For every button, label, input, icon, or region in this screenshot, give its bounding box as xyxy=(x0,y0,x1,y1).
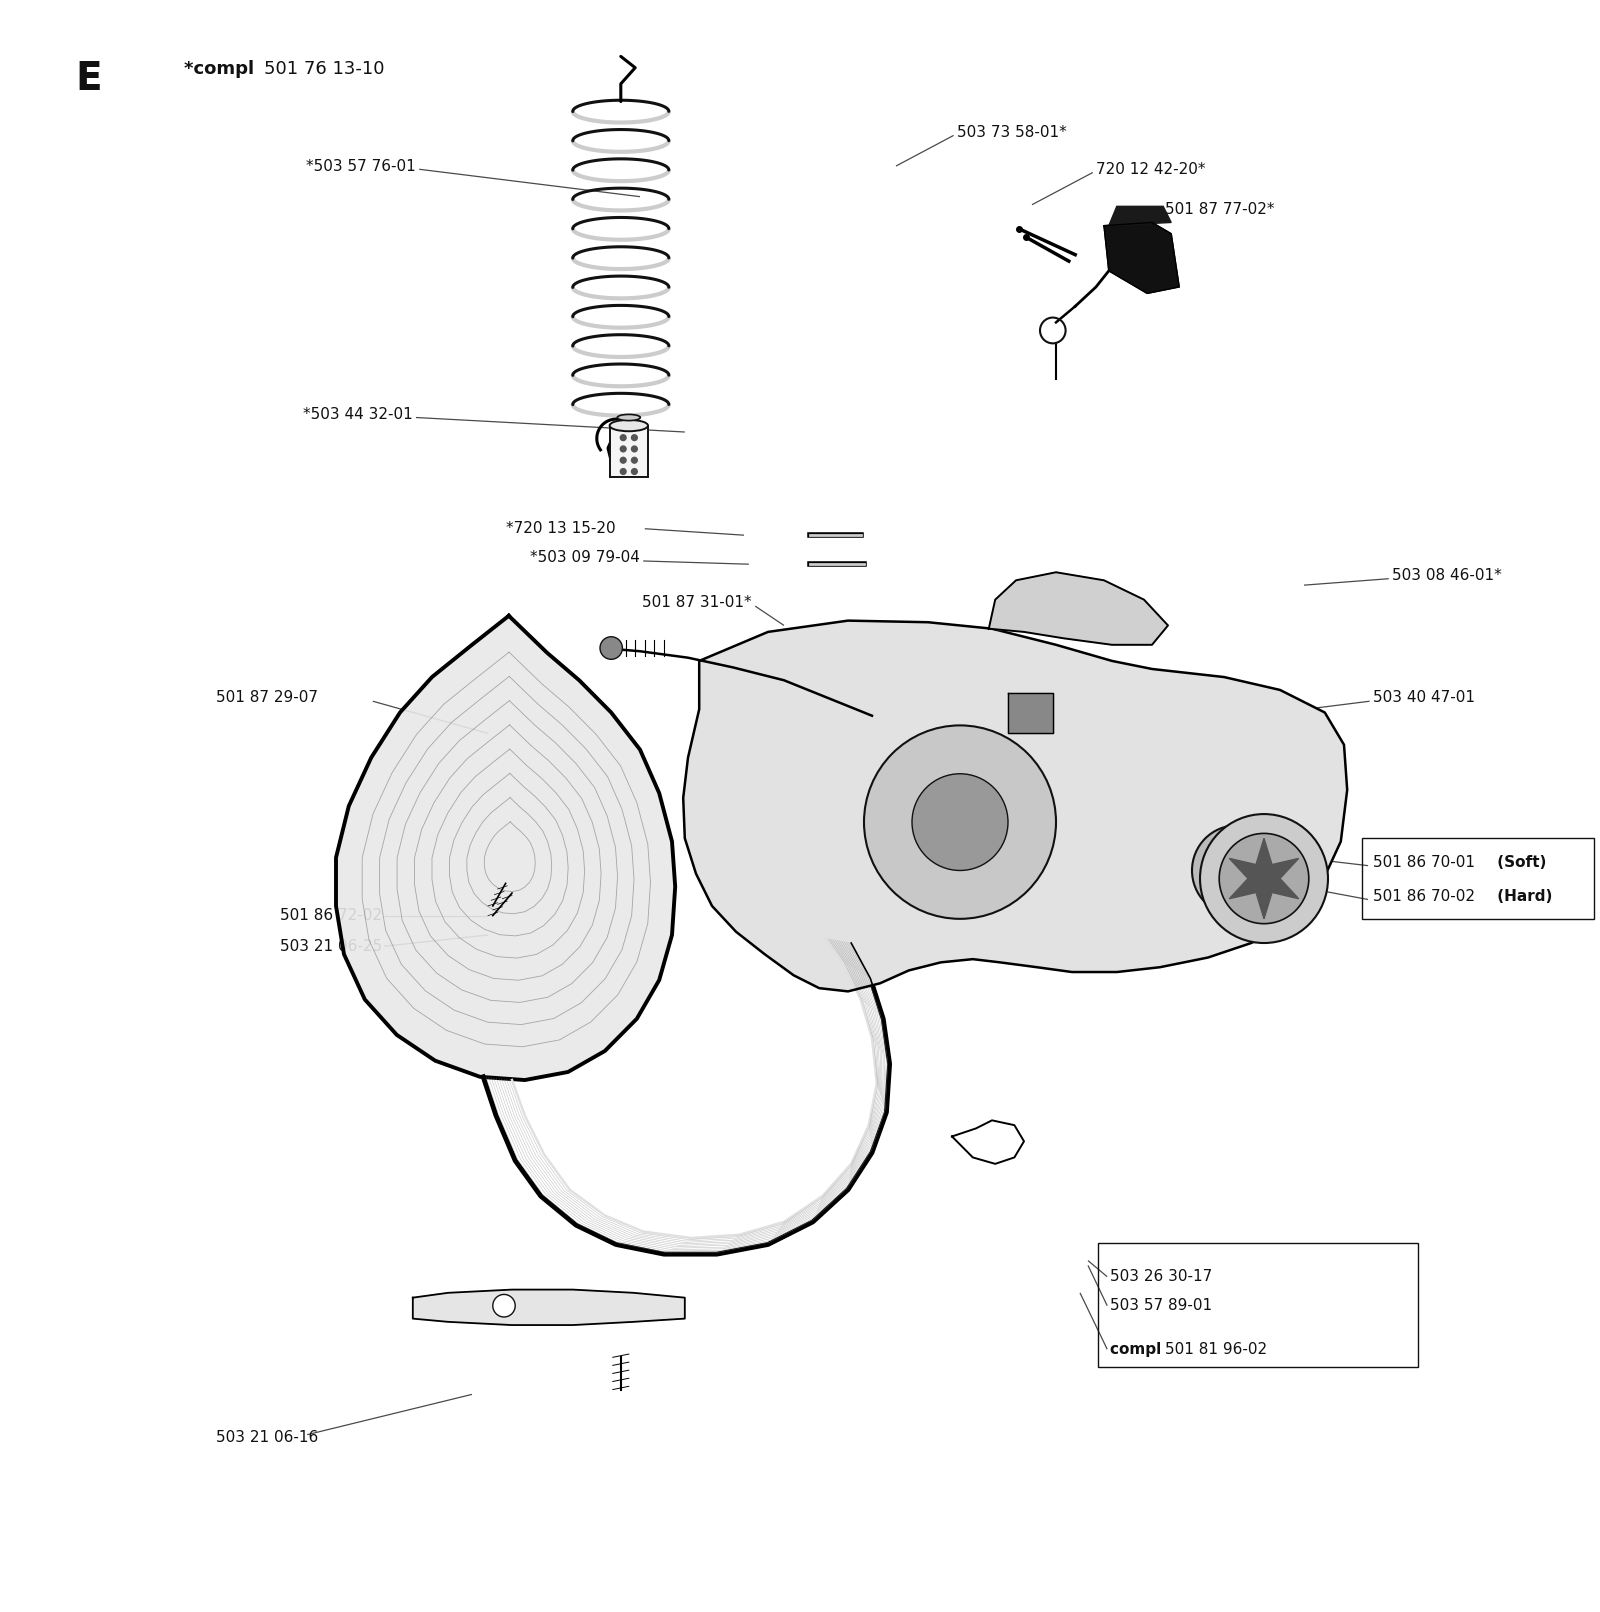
Bar xyxy=(610,426,648,477)
Text: compl: compl xyxy=(1110,1341,1166,1357)
Text: *503 44 32-01: *503 44 32-01 xyxy=(302,406,413,422)
Text: 501 87 31-01*: 501 87 31-01* xyxy=(642,595,752,611)
Text: 503 21 06-16: 503 21 06-16 xyxy=(216,1430,318,1446)
Circle shape xyxy=(1219,833,1309,924)
Circle shape xyxy=(632,458,637,463)
Text: *720 13 15-20: *720 13 15-20 xyxy=(506,521,616,537)
Polygon shape xyxy=(989,572,1168,645)
Text: E: E xyxy=(75,60,102,98)
Bar xyxy=(1362,838,1594,919)
Text: 503 73 58-01*: 503 73 58-01* xyxy=(957,124,1067,140)
Text: 503 08 46-01*: 503 08 46-01* xyxy=(1392,567,1502,584)
Circle shape xyxy=(632,469,637,474)
Polygon shape xyxy=(1008,693,1053,733)
Text: 501 81 96-02: 501 81 96-02 xyxy=(1165,1341,1267,1357)
Circle shape xyxy=(621,458,626,463)
Text: 501 87 77-02*: 501 87 77-02* xyxy=(1165,202,1274,218)
Text: 503 21 06-25: 503 21 06-25 xyxy=(280,938,382,954)
Polygon shape xyxy=(1229,838,1299,919)
Text: 503 57 89-01: 503 57 89-01 xyxy=(1110,1298,1213,1314)
Text: *compl: *compl xyxy=(184,60,261,77)
Text: (Soft): (Soft) xyxy=(1491,854,1546,870)
Circle shape xyxy=(600,637,622,659)
Ellipse shape xyxy=(618,414,640,421)
Circle shape xyxy=(1192,825,1282,916)
Polygon shape xyxy=(1104,222,1179,293)
Circle shape xyxy=(621,447,626,451)
Polygon shape xyxy=(683,621,1347,991)
Bar xyxy=(1098,1243,1418,1367)
Circle shape xyxy=(1200,814,1328,943)
Text: *503 09 79-04: *503 09 79-04 xyxy=(530,550,640,566)
Polygon shape xyxy=(413,1290,685,1325)
Text: 720 12 42-20*: 720 12 42-20* xyxy=(1096,161,1205,177)
Circle shape xyxy=(621,435,626,440)
Text: (Hard): (Hard) xyxy=(1491,888,1552,904)
Text: *503 57 76-01: *503 57 76-01 xyxy=(306,158,416,174)
Polygon shape xyxy=(336,616,675,1080)
Circle shape xyxy=(864,725,1056,919)
Circle shape xyxy=(632,435,637,440)
Ellipse shape xyxy=(610,419,648,432)
Text: 501 76 13-10: 501 76 13-10 xyxy=(264,60,384,77)
Polygon shape xyxy=(1109,206,1171,226)
Text: 501 86 70-02: 501 86 70-02 xyxy=(1373,888,1475,904)
Text: 503 40 47-01: 503 40 47-01 xyxy=(1373,690,1475,706)
Circle shape xyxy=(632,447,637,451)
Circle shape xyxy=(493,1294,515,1317)
Text: *: * xyxy=(877,706,885,722)
Circle shape xyxy=(621,469,626,474)
Text: 501 86 72-02: 501 86 72-02 xyxy=(280,908,382,924)
Text: 501 86 70-01: 501 86 70-01 xyxy=(1373,854,1475,870)
Text: 503 26 30-17: 503 26 30-17 xyxy=(1110,1269,1213,1285)
Text: 501 87 29-07: 501 87 29-07 xyxy=(216,690,318,706)
Circle shape xyxy=(912,774,1008,870)
